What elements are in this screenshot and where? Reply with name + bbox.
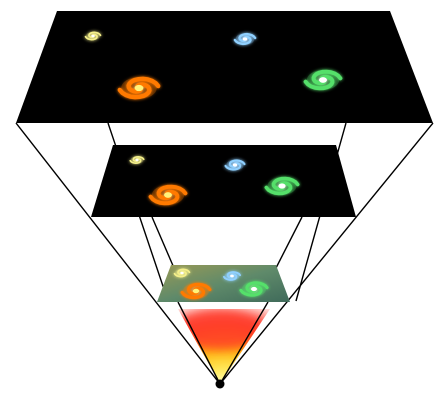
expansion-edges	[15, 122, 434, 385]
present-galaxy-group	[84, 31, 343, 100]
spiral-galaxy-icon	[264, 176, 300, 196]
spiral-galaxy-icon	[233, 32, 257, 46]
spiral-galaxy-icon	[129, 155, 145, 165]
early-galaxy-group	[173, 268, 269, 300]
inner-edge-right-mid	[275, 216, 303, 269]
spiral-galaxy-icon	[148, 184, 188, 206]
spiral-galaxy-icon	[222, 271, 242, 281]
outer-edge-right	[219, 122, 434, 385]
spiral-galaxy-icon	[180, 282, 212, 300]
spiral-galaxy-icon	[84, 31, 102, 41]
inner-edge-right-low	[219, 301, 269, 385]
spiral-galaxy-icon	[117, 76, 161, 100]
big-bang-point-icon	[215, 379, 225, 389]
spiral-galaxy-icon	[239, 281, 269, 297]
spiral-galaxy-icon	[303, 69, 343, 91]
spiral-galaxy-icon	[173, 268, 191, 278]
intermediate-galaxy-group	[129, 155, 300, 206]
intermediate-universe-plane	[91, 145, 356, 217]
outer-edge-left	[15, 122, 221, 385]
spiral-galaxy-icon	[224, 159, 246, 171]
inner-edge-left-mid	[151, 216, 175, 269]
inner-edge-left-low	[177, 301, 221, 385]
present-universe-plane	[16, 11, 433, 123]
